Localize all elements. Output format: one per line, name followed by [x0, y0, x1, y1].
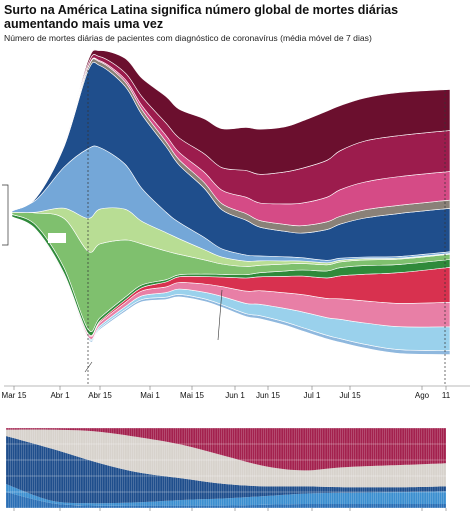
- page-title: Surto na América Latina significa número…: [4, 3, 399, 31]
- march-bracket: [2, 184, 9, 246]
- x-tick-label: Abr 15: [88, 391, 112, 400]
- peak-date-box: [48, 233, 66, 243]
- page-subtitle: Número de mortes diárias de pacientes co…: [4, 33, 372, 43]
- x-tick-label: 11: [442, 391, 451, 400]
- x-tick-label: Jul 1: [304, 391, 321, 400]
- us-note-leader: [217, 289, 223, 341]
- x-tick-label: Abr 1: [50, 391, 70, 400]
- x-tick-label: Mai 15: [180, 391, 205, 400]
- stream-brasil: [11, 49, 451, 211]
- x-tick-label: Jul 15: [339, 391, 361, 400]
- x-tick-label: Ago: [415, 391, 430, 400]
- streamgraph-chart: Mar 15 Abr 1 Abr 15 Mai 1 Mai 15 Jun 1 Jun 15 J…: [2, 49, 470, 400]
- x-tick-label: Jun 1: [225, 391, 245, 400]
- oriente-medio-leader: [84, 361, 93, 373]
- x-tick-label: Mai 1: [140, 391, 160, 400]
- x-tick-label: Jun 15: [256, 391, 281, 400]
- x-tick-label: Mar 15: [2, 391, 27, 400]
